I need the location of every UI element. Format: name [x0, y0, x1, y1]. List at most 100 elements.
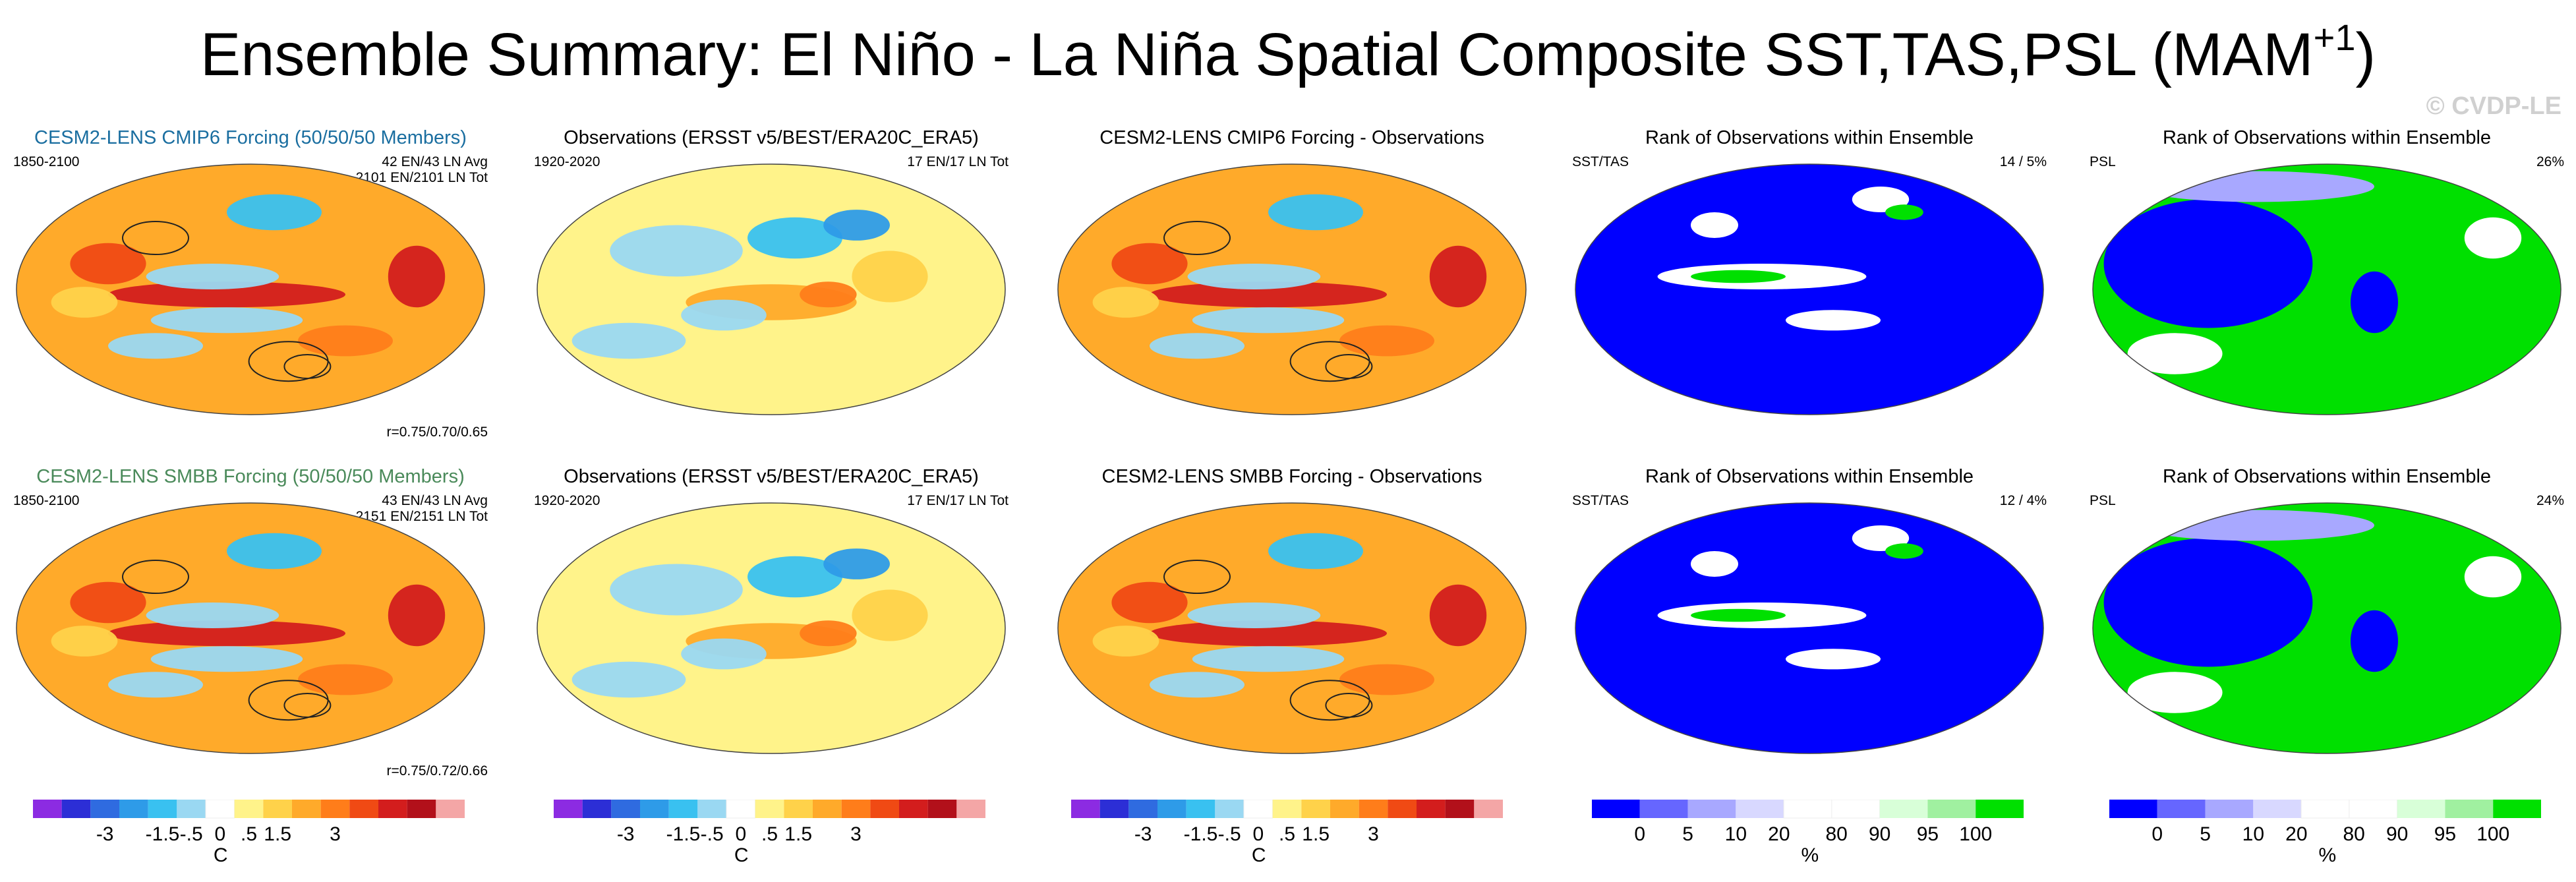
- colorbar-swatch: [1445, 800, 1475, 818]
- colorbar-swatch: [263, 800, 292, 818]
- map-plot: [537, 163, 1006, 415]
- colorbar-tick-label: 3: [850, 823, 862, 845]
- colorbar: 0 5 10 20 80 90 95 100%: [2109, 799, 2541, 869]
- colorbar-swatch: [292, 800, 321, 818]
- colorbar-swatch: [1976, 800, 2024, 818]
- anomaly-region: [1111, 581, 1188, 624]
- colorbar-swatch: [813, 800, 842, 818]
- anomaly-region: [1092, 287, 1159, 318]
- colorbar-tick-label: 20: [2285, 823, 2308, 845]
- colorbar-swatch: [349, 800, 378, 818]
- map-panel: CESM2-LENS SMBB Forcing (50/50/50 Member…: [7, 465, 494, 795]
- panel-title: Rank of Observations within Ensemble: [1645, 127, 1974, 148]
- anomaly-region: [298, 325, 393, 357]
- colorbar-swatch: [726, 799, 756, 819]
- anomaly-region: [1192, 307, 1345, 334]
- colorbar-swatch: [784, 800, 813, 818]
- panel-left-label: SST/TAS: [1572, 154, 1629, 169]
- map-outline: [1575, 502, 2044, 754]
- colorbar-swatch: [611, 800, 640, 818]
- psl-contour: [1163, 560, 1231, 594]
- anomaly-region: [1429, 584, 1487, 647]
- rank-region: [2464, 217, 2522, 259]
- panel-right-label: 42 EN/43 LN Avg 2101 EN/2101 LN Tot: [356, 154, 488, 186]
- panel-right-label: 12 / 4%: [2000, 493, 2047, 509]
- rank-region: [1786, 649, 1881, 670]
- panel-right-line: 42 EN/43 LN Avg: [382, 154, 488, 169]
- colorbar-tick-label: 1.5: [1302, 823, 1330, 845]
- anomaly-region: [681, 299, 767, 331]
- colorbar-swatch: [1071, 800, 1100, 818]
- colorbar-swatch: [378, 800, 407, 818]
- colorbar-swatch: [1783, 799, 1832, 819]
- panel-right-label: 24%: [2536, 493, 2564, 509]
- colorbar-swatch: [554, 800, 583, 818]
- panel-right-line: 2151 EN/2151 LN Tot: [355, 509, 488, 524]
- anomaly-region: [1192, 646, 1345, 672]
- anomaly-region: [1150, 620, 1387, 647]
- rank-region: [1885, 543, 1923, 559]
- rank-region: [1786, 310, 1881, 331]
- psl-contour: [283, 354, 332, 379]
- rank-region: [2351, 271, 2398, 334]
- colorbar-tick-label: 3: [330, 823, 341, 845]
- colorbar-tick-label: 10: [2242, 823, 2265, 845]
- colorbar-tick-label: .5: [761, 823, 778, 845]
- anomaly-region: [610, 225, 743, 277]
- anomaly-region: [51, 626, 118, 657]
- anomaly-region: [571, 661, 686, 698]
- anomaly-region: [388, 584, 446, 647]
- panel-title: CESM2-LENS CMIP6 Forcing (50/50/50 Membe…: [34, 127, 467, 148]
- panel-title: Rank of Observations within Ensemble: [2162, 466, 2492, 487]
- colorbar-swatch: [2349, 799, 2398, 819]
- colorbar-swatch: [1099, 800, 1129, 818]
- colorbar-swatches: [1592, 799, 2024, 819]
- panel-right-line: 43 EN/43 LN Avg: [382, 493, 488, 508]
- colorbar-swatch: [61, 800, 91, 818]
- map-panel: Rank of Observations within Ensemble PSL 2…: [2083, 465, 2571, 795]
- watermark: © CVDP-LE: [2426, 92, 2561, 120]
- colorbar-tick-label: 0: [214, 823, 226, 845]
- rank-region: [2103, 538, 2313, 667]
- anomaly-region: [1268, 194, 1363, 231]
- colorbar-swatch: [1128, 800, 1157, 818]
- rank-region: [1691, 608, 1786, 622]
- panel-right-line: 2101 EN/2101 LN Tot: [355, 170, 488, 185]
- map-plot: [2092, 163, 2561, 415]
- colorbar-swatches: [2109, 799, 2541, 819]
- colorbar: 0 5 10 20 80 90 95 100%: [1592, 799, 2024, 869]
- psl-contour: [1325, 693, 1373, 718]
- colorbar-swatch: [320, 800, 350, 818]
- colorbar-swatch: [177, 800, 206, 818]
- panel-left-label: 1850-2100: [13, 154, 80, 169]
- psl-contour: [1163, 221, 1231, 255]
- panel-right-label: 17 EN/17 LN Tot: [907, 493, 1009, 509]
- map-panel: Observations (ERSST v5/BEST/ERA20C_ERA5)…: [527, 465, 1015, 795]
- psl-contour: [122, 221, 189, 255]
- colorbar-tick-label: 95: [1916, 823, 1939, 845]
- panel-right-label: 14 / 5%: [2000, 154, 2047, 170]
- rank-region: [2137, 171, 2374, 202]
- map-plot: [16, 163, 485, 415]
- colorbar-swatches: [1071, 799, 1503, 819]
- map-panel: Observations (ERSST v5/BEST/ERA20C_ERA5)…: [527, 127, 1015, 456]
- anomaly-region: [146, 603, 279, 628]
- colorbar-swatch: [2253, 800, 2302, 818]
- map-outline: [1575, 163, 2044, 415]
- anomaly-region: [108, 281, 345, 308]
- map-outline: [16, 502, 485, 754]
- colorbar-swatch: [33, 800, 62, 818]
- colorbar-swatch: [668, 800, 698, 818]
- rank-region: [1691, 551, 1738, 577]
- colorbar-swatch: [407, 800, 436, 818]
- colorbar-tick-label: -.5: [700, 823, 724, 845]
- colorbar-tick-label: 100: [1959, 823, 1993, 845]
- colorbar-swatch: [1736, 800, 1784, 818]
- panel-right-line: 12 / 4%: [1999, 493, 2047, 508]
- colorbar-swatch: [1186, 800, 1215, 818]
- colorbar-tick-label: 0: [1634, 823, 1646, 845]
- map-background: [1575, 164, 2043, 415]
- colorbar-tick-label: 90: [1868, 823, 1891, 845]
- anomaly-region: [852, 250, 928, 303]
- anomaly-region: [571, 322, 686, 359]
